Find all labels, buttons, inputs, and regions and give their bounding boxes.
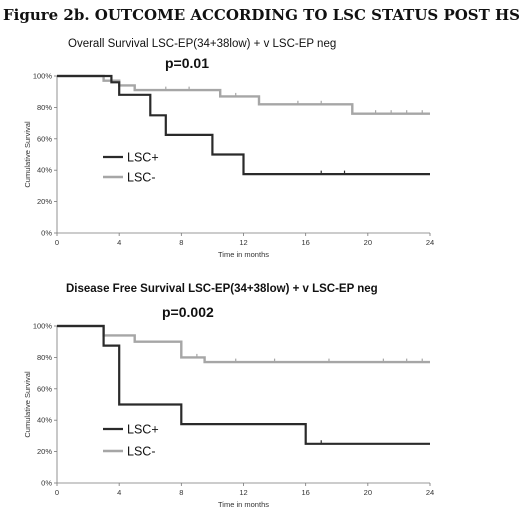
axes: 0% 20% 40% 60% 80% 100% 0 4 8 12 16 20 24 Time in mon…: [23, 72, 434, 260]
x-tick-label: 24: [426, 488, 434, 497]
y-axis-label: Cumulative Survival: [23, 371, 32, 438]
y-tick-label: 0%: [41, 479, 52, 488]
x-tick-label: 8: [179, 238, 183, 247]
x-tick-label: 24: [426, 238, 434, 247]
series-lines: [57, 74, 430, 176]
chart-title: Overall Survival LSC-EP(34+38low) + v LS…: [68, 38, 336, 50]
x-tick-label: 4: [117, 488, 121, 497]
y-tick-label: 60%: [37, 134, 52, 143]
chart-overall-survival: Overall Survival LSC-EP(34+38low) + v LS…: [23, 38, 434, 259]
p-value: p=0.01: [165, 55, 209, 71]
y-axis-label: Cumulative Survival: [23, 121, 32, 188]
figure-title: Figure 2b. OUTCOME ACCORDING TO LSC STAT…: [3, 6, 520, 24]
y-tick-label: 100%: [33, 322, 53, 331]
x-axis-label: Time in months: [218, 500, 269, 509]
legend-label-lsc-pos: LSC+: [127, 151, 159, 165]
series-line-lsc-pos: [57, 324, 430, 445]
legend: LSC+ LSC-: [103, 151, 159, 185]
y-tick-label: 40%: [37, 166, 52, 175]
series-lines: [57, 324, 430, 445]
p-value: p=0.002: [162, 304, 214, 320]
y-tick-label: 80%: [37, 353, 52, 362]
y-tick-label: 60%: [37, 384, 52, 393]
chart-title: Disease Free Survival LSC-EP(34+38low) +…: [66, 283, 378, 295]
x-tick-label: 0: [55, 488, 59, 497]
x-tick-label: 4: [117, 238, 121, 247]
y-tick-label: 100%: [33, 72, 53, 81]
y-tick-label: 20%: [37, 197, 52, 206]
y-tick-label: 80%: [37, 103, 52, 112]
legend: LSC+ LSC-: [103, 423, 159, 459]
series-line-lsc-neg: [57, 74, 430, 115]
x-tick-label: 8: [179, 488, 183, 497]
x-tick-label: 12: [239, 488, 247, 497]
chart-disease-free-survival: Disease Free Survival LSC-EP(34+38low) +…: [23, 283, 434, 509]
x-tick-label: 16: [301, 238, 309, 247]
x-tick-label: 0: [55, 238, 59, 247]
y-tick-label: 20%: [37, 447, 52, 456]
axes: 0% 20% 40% 60% 80% 100% 0 4 8 12 16 20 24 Time in mon…: [23, 322, 434, 510]
x-tick-label: 12: [239, 238, 247, 247]
x-tick-label: 20: [364, 488, 372, 497]
x-axis-label: Time in months: [218, 250, 269, 259]
y-tick-label: 0%: [41, 229, 52, 238]
x-tick-label: 16: [301, 488, 309, 497]
legend-label-lsc-pos: LSC+: [127, 423, 159, 437]
x-tick-label: 20: [364, 238, 372, 247]
series-line-lsc-neg: [57, 324, 430, 364]
y-tick-label: 40%: [37, 416, 52, 425]
series-line-lsc-pos: [57, 74, 430, 176]
legend-label-lsc-neg: LSC-: [127, 171, 155, 185]
legend-label-lsc-neg: LSC-: [127, 445, 155, 459]
